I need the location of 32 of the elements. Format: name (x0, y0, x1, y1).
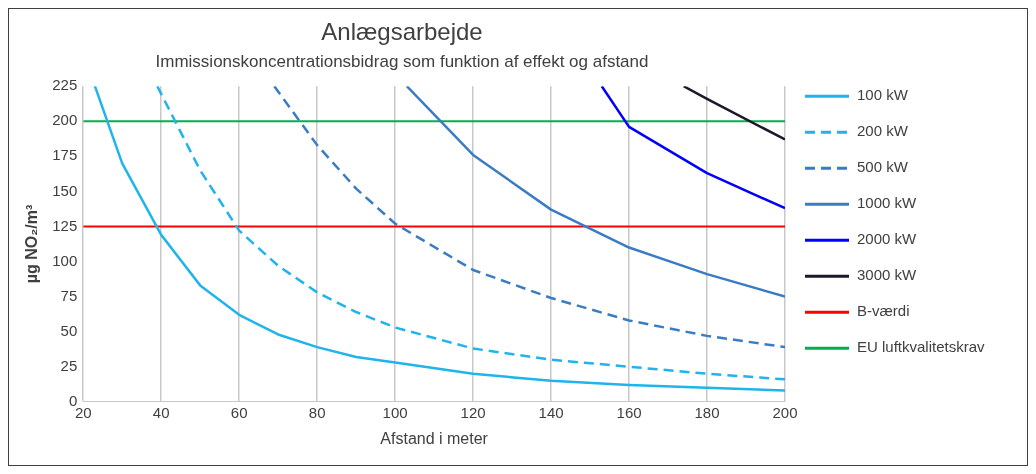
x-tick-label: 100 (382, 403, 408, 421)
legend-label: 100 kW (857, 86, 909, 104)
y-axis-title: µg NO₂/m³ (23, 204, 41, 284)
line-series (273, 86, 785, 349)
x-tick-label: 120 (460, 403, 486, 421)
legend-label: 3000 kW (857, 266, 918, 284)
y-tick-label: 125 (52, 216, 78, 234)
chart-title: Anlægsarbejde (321, 18, 483, 46)
y-tick-label: 25 (60, 356, 78, 374)
y-tick-label: 0 (68, 391, 78, 409)
x-tick-label: 80 (308, 403, 326, 421)
legend-label: 1000 kW (857, 194, 918, 212)
y-tick-label: 50 (60, 321, 78, 339)
x-tick-label: 140 (538, 403, 564, 421)
legend-label: B-værdi (857, 302, 910, 320)
x-axis-title: Afstand i meter (380, 429, 489, 447)
x-tick-label: 200 (772, 403, 798, 421)
y-tick-label: 100 (52, 251, 78, 269)
x-tick-label: 40 (152, 403, 170, 421)
y-tick-label: 200 (52, 111, 78, 129)
x-tick-label: 160 (616, 403, 642, 421)
y-tick-label: 225 (52, 76, 78, 94)
legend-label: 500 kW (857, 158, 909, 176)
legend-label: 2000 kW (857, 230, 918, 248)
y-tick-label: 75 (60, 286, 78, 304)
chart-subtitle: Immissionskoncentrationsbidrag som funktion af effekt og afstand (155, 51, 649, 71)
legend-label: EU luftkvalitetskrav (857, 338, 986, 356)
x-tick-label: 60 (230, 403, 248, 421)
y-tick-label: 175 (52, 146, 78, 164)
y-tick-label: 150 (52, 181, 78, 199)
legend-label: 200 kW (857, 122, 909, 140)
x-tick-label: 180 (694, 403, 720, 421)
